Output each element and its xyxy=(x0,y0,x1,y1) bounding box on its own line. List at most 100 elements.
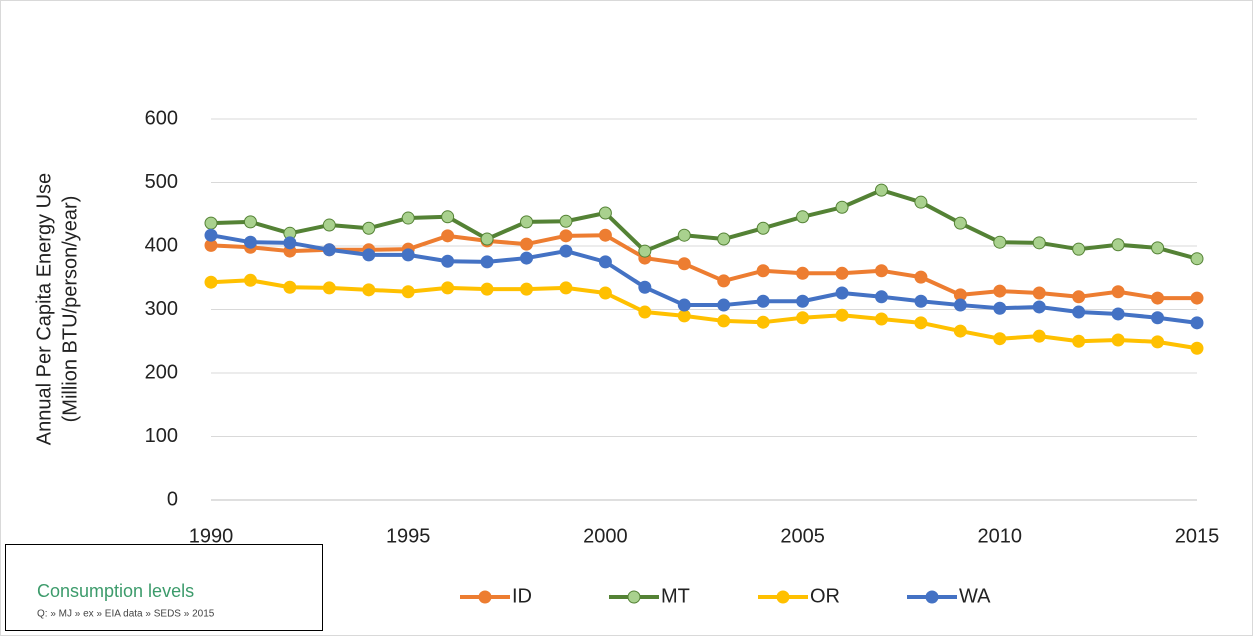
y-tick-label: 100 xyxy=(145,425,178,447)
data-point xyxy=(756,315,770,329)
data-point xyxy=(993,235,1007,249)
data-point xyxy=(953,324,967,338)
data-point xyxy=(874,183,888,197)
legend-marker xyxy=(478,590,492,604)
data-point xyxy=(520,251,534,265)
series-line xyxy=(210,233,1197,301)
data-point xyxy=(717,274,731,288)
y-tick-label: 300 xyxy=(145,298,178,320)
data-point xyxy=(441,281,455,295)
data-point xyxy=(1032,300,1046,314)
data-point xyxy=(638,280,652,294)
data-point xyxy=(717,314,731,328)
data-point xyxy=(874,312,888,326)
data-point xyxy=(993,284,1007,298)
data-point xyxy=(559,244,573,258)
data-point xyxy=(1151,241,1165,255)
data-point xyxy=(480,255,494,269)
data-point xyxy=(677,298,691,312)
data-point xyxy=(717,298,731,312)
data-point xyxy=(1072,305,1086,319)
data-point xyxy=(322,243,336,257)
series-line xyxy=(210,233,1198,325)
data-point xyxy=(953,216,967,230)
legend-marker xyxy=(627,590,641,604)
data-point xyxy=(598,206,612,220)
data-point xyxy=(362,221,376,235)
y-axis-label: (Million BTU/person/year) xyxy=(59,196,81,423)
data-point xyxy=(835,308,849,322)
legend-label: ID xyxy=(512,585,532,607)
y-tick-label: 500 xyxy=(145,171,178,193)
data-point xyxy=(796,294,810,308)
data-point xyxy=(677,228,691,242)
data-point xyxy=(1190,341,1204,355)
y-tick-label: 600 xyxy=(145,107,178,129)
data-point xyxy=(204,216,218,230)
data-point xyxy=(756,294,770,308)
data-point xyxy=(559,214,573,228)
data-point xyxy=(1190,252,1204,266)
data-point xyxy=(441,210,455,224)
data-point xyxy=(441,254,455,268)
data-point xyxy=(1151,335,1165,349)
legend-label: OR xyxy=(810,585,840,607)
x-tick-label: 2010 xyxy=(978,525,1023,547)
data-point xyxy=(243,215,257,229)
data-point xyxy=(401,285,415,299)
source-title: Consumption levels xyxy=(37,581,194,601)
data-point xyxy=(283,280,297,294)
data-point xyxy=(1151,311,1165,325)
data-point xyxy=(1072,290,1086,304)
data-point xyxy=(796,266,810,280)
data-point xyxy=(1151,291,1165,305)
legend-marker xyxy=(925,590,939,604)
series-line xyxy=(210,188,1198,261)
data-point xyxy=(756,264,770,278)
data-point xyxy=(401,248,415,262)
data-point xyxy=(1072,242,1086,256)
data-point xyxy=(243,235,257,249)
data-point xyxy=(598,286,612,300)
x-tick-label: 1990 xyxy=(189,525,234,547)
data-point xyxy=(677,309,691,323)
data-point xyxy=(993,301,1007,315)
data-point xyxy=(1190,316,1204,330)
y-axis-label: Annual Per Capita Energy Use xyxy=(33,173,55,445)
data-point xyxy=(362,283,376,297)
data-point xyxy=(520,237,534,251)
data-point xyxy=(1111,333,1125,347)
data-point xyxy=(638,305,652,319)
data-point xyxy=(480,232,494,246)
data-point xyxy=(1032,286,1046,300)
data-point xyxy=(914,195,928,209)
data-point xyxy=(401,211,415,225)
data-point xyxy=(598,228,612,242)
data-point xyxy=(835,266,849,280)
data-point xyxy=(796,210,810,224)
data-point xyxy=(243,273,257,287)
data-point xyxy=(835,200,849,214)
data-point xyxy=(559,229,573,243)
data-point xyxy=(520,282,534,296)
y-tick-label: 400 xyxy=(145,234,178,256)
data-point xyxy=(204,275,218,289)
data-point xyxy=(796,311,810,325)
data-point xyxy=(914,316,928,330)
data-point xyxy=(1111,238,1125,252)
x-tick-label: 2015 xyxy=(1175,525,1220,547)
data-point xyxy=(914,270,928,284)
data-point xyxy=(1072,334,1086,348)
data-point xyxy=(1032,236,1046,250)
x-tick-label: 1995 xyxy=(386,525,431,547)
series-line xyxy=(210,278,1198,351)
data-point xyxy=(441,229,455,243)
data-point xyxy=(638,244,652,258)
data-point xyxy=(874,290,888,304)
data-point xyxy=(204,228,218,242)
data-point xyxy=(598,255,612,269)
data-point xyxy=(480,282,494,296)
x-tick-label: 2005 xyxy=(780,525,825,547)
